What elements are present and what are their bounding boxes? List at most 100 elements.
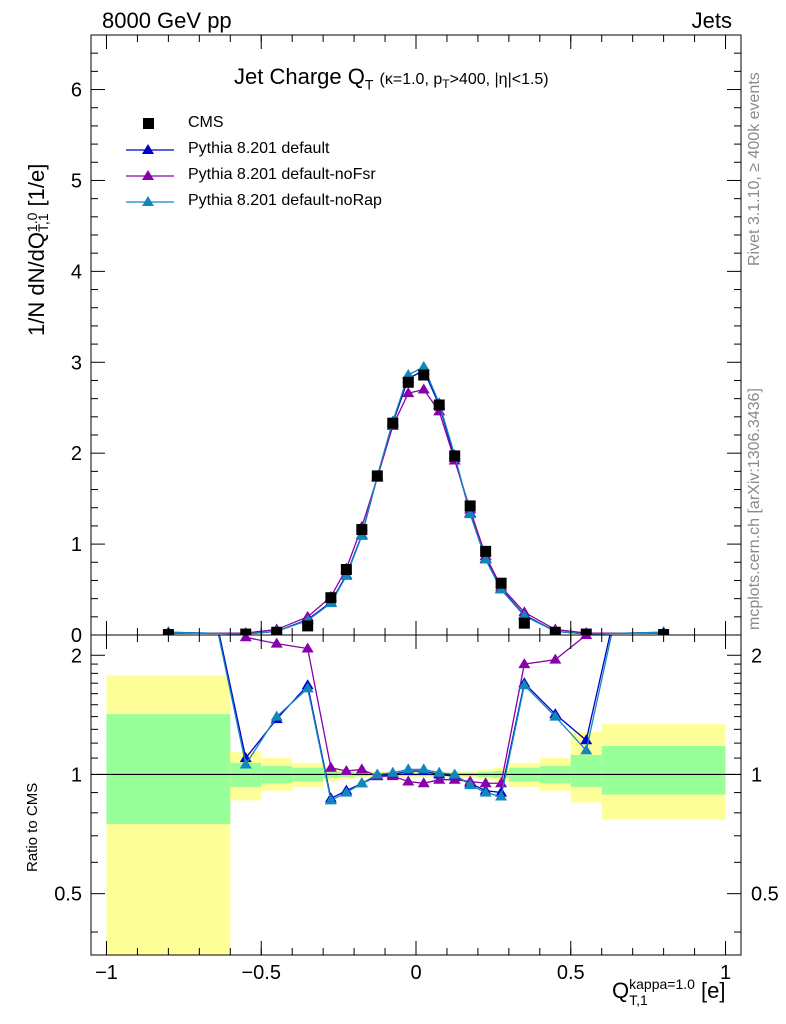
cms-data-marker — [356, 524, 368, 536]
ratio-series-marker — [479, 777, 492, 788]
ratio-y-tick-label-left: 1 — [71, 764, 82, 786]
legend-default-marker — [142, 144, 154, 154]
mc-series-marker — [402, 387, 415, 398]
inner-uncertainty-band — [601, 745, 726, 795]
legend-nofsr-label: Pythia 8.201 default-noFsr — [188, 166, 376, 183]
ratio-y-tick-label-right: 0.5 — [751, 884, 779, 906]
cms-data-marker — [449, 450, 461, 462]
main-y-tick-label: 3 — [71, 352, 82, 374]
ratio-series-marker — [417, 763, 430, 774]
x-tick-label: −1 — [95, 962, 118, 984]
cms-data-marker — [418, 369, 430, 381]
ratio-y-tick-label-left: 2 — [71, 645, 82, 667]
ratio-series-marker — [518, 679, 531, 690]
ratio-series-marker — [549, 653, 562, 664]
ratio-series-marker — [270, 637, 283, 648]
ratio-series-marker — [355, 763, 368, 774]
ratio-series-marker — [479, 786, 492, 797]
ratio-series-marker — [658, 391, 670, 401]
ratio-series-marker — [162, 391, 174, 401]
ratio-series-marker — [402, 763, 415, 774]
mc-series-marker — [479, 553, 492, 564]
main-y-tick-label: 2 — [71, 443, 82, 465]
plot-title: Jet Charge QT (κ=1.0, pT>400, |η|<1.5) — [234, 64, 549, 93]
ratio-series-marker — [580, 744, 593, 755]
ratio-series-marker — [580, 734, 593, 745]
ratio-series-marker — [417, 777, 430, 788]
ratio-series-marker — [340, 765, 353, 776]
cms-data-marker — [325, 592, 337, 604]
ratio-series-marker — [658, 391, 670, 401]
cms-data-marker — [402, 376, 414, 388]
legend-norap-marker — [142, 196, 154, 206]
cms-data-marker — [371, 470, 383, 482]
mc-series-marker — [464, 508, 477, 519]
cms-data-marker — [495, 577, 507, 589]
inner-uncertainty-band — [570, 754, 602, 787]
ratio-series-marker — [495, 790, 508, 801]
mc-series-line — [168, 388, 664, 634]
legend-cms-label: CMS — [188, 114, 224, 131]
legend-default-label: Pythia 8.201 default — [188, 140, 330, 157]
cms-data-marker — [302, 620, 314, 632]
ratio-series-marker — [549, 710, 562, 721]
ratio-series-marker — [433, 766, 446, 777]
main-y-tick-label: 1 — [71, 534, 82, 556]
main-y-tick-label: 5 — [71, 170, 82, 192]
legend-markers — [126, 118, 174, 206]
inner-uncertainty-band — [106, 714, 231, 824]
ratio-series-line — [244, 635, 587, 784]
cms-data-marker — [464, 500, 476, 512]
ratio-series-marker — [162, 391, 174, 401]
energy-label: 8000 GeV pp — [102, 8, 232, 33]
x-tick-label: 1 — [720, 962, 731, 984]
ratio-series-marker — [518, 658, 531, 669]
cms-data-marker — [480, 545, 492, 557]
ratio-series-marker — [386, 766, 399, 777]
legend-nofsr-marker — [142, 170, 154, 180]
ratio-series-marker — [448, 768, 461, 779]
main-y-tick-label: 6 — [71, 80, 82, 102]
ratio-series-marker — [464, 779, 477, 790]
x-tick-label: −0.5 — [241, 962, 280, 984]
ratio-series-marker — [371, 768, 384, 779]
main-frame — [90, 34, 742, 636]
cms-data-marker — [433, 399, 445, 411]
ratio-series-marker — [324, 761, 337, 772]
ratio-y-tick-label-right: 2 — [751, 645, 762, 667]
ratio-y-tick-label-left: 0.5 — [54, 884, 82, 906]
x-tick-label: 0.5 — [557, 962, 585, 984]
cms-data-marker — [340, 564, 352, 576]
ratio-series-marker — [239, 758, 252, 769]
mc-series-marker — [402, 369, 415, 379]
main-y-tick-label: 4 — [71, 261, 82, 283]
ratio-series-marker — [324, 794, 337, 805]
ratio-series-marker — [340, 786, 353, 797]
ratio-series-marker — [270, 710, 283, 721]
mc-series-line — [168, 369, 664, 635]
ratio-series-marker — [580, 635, 593, 639]
x-tick-label: 0 — [410, 962, 421, 984]
legend-norap-label: Pythia 8.201 default-noRap — [188, 192, 382, 209]
cms-data-marker — [271, 626, 283, 635]
ratio-series-marker — [239, 635, 252, 642]
ratio-series-marker — [402, 775, 415, 786]
main-y-tick-label: 0 — [71, 625, 82, 647]
cms-data-marker — [387, 417, 399, 429]
legend-cms-marker — [143, 118, 154, 129]
cms-data-marker — [580, 628, 592, 635]
mc-series-line — [168, 365, 664, 635]
cms-data-marker — [240, 628, 252, 635]
ratio-series-marker — [658, 391, 670, 401]
cms-data-marker — [549, 626, 561, 635]
ratio-series-marker — [355, 777, 368, 788]
cms-data-marker — [518, 617, 530, 629]
ratio-series-marker — [433, 773, 446, 784]
jets-label: Jets — [691, 8, 732, 33]
ratio-series-marker — [301, 642, 314, 653]
mc-series-marker — [518, 609, 531, 620]
ratio-series-line — [217, 635, 613, 802]
mc-series-marker — [417, 360, 430, 371]
